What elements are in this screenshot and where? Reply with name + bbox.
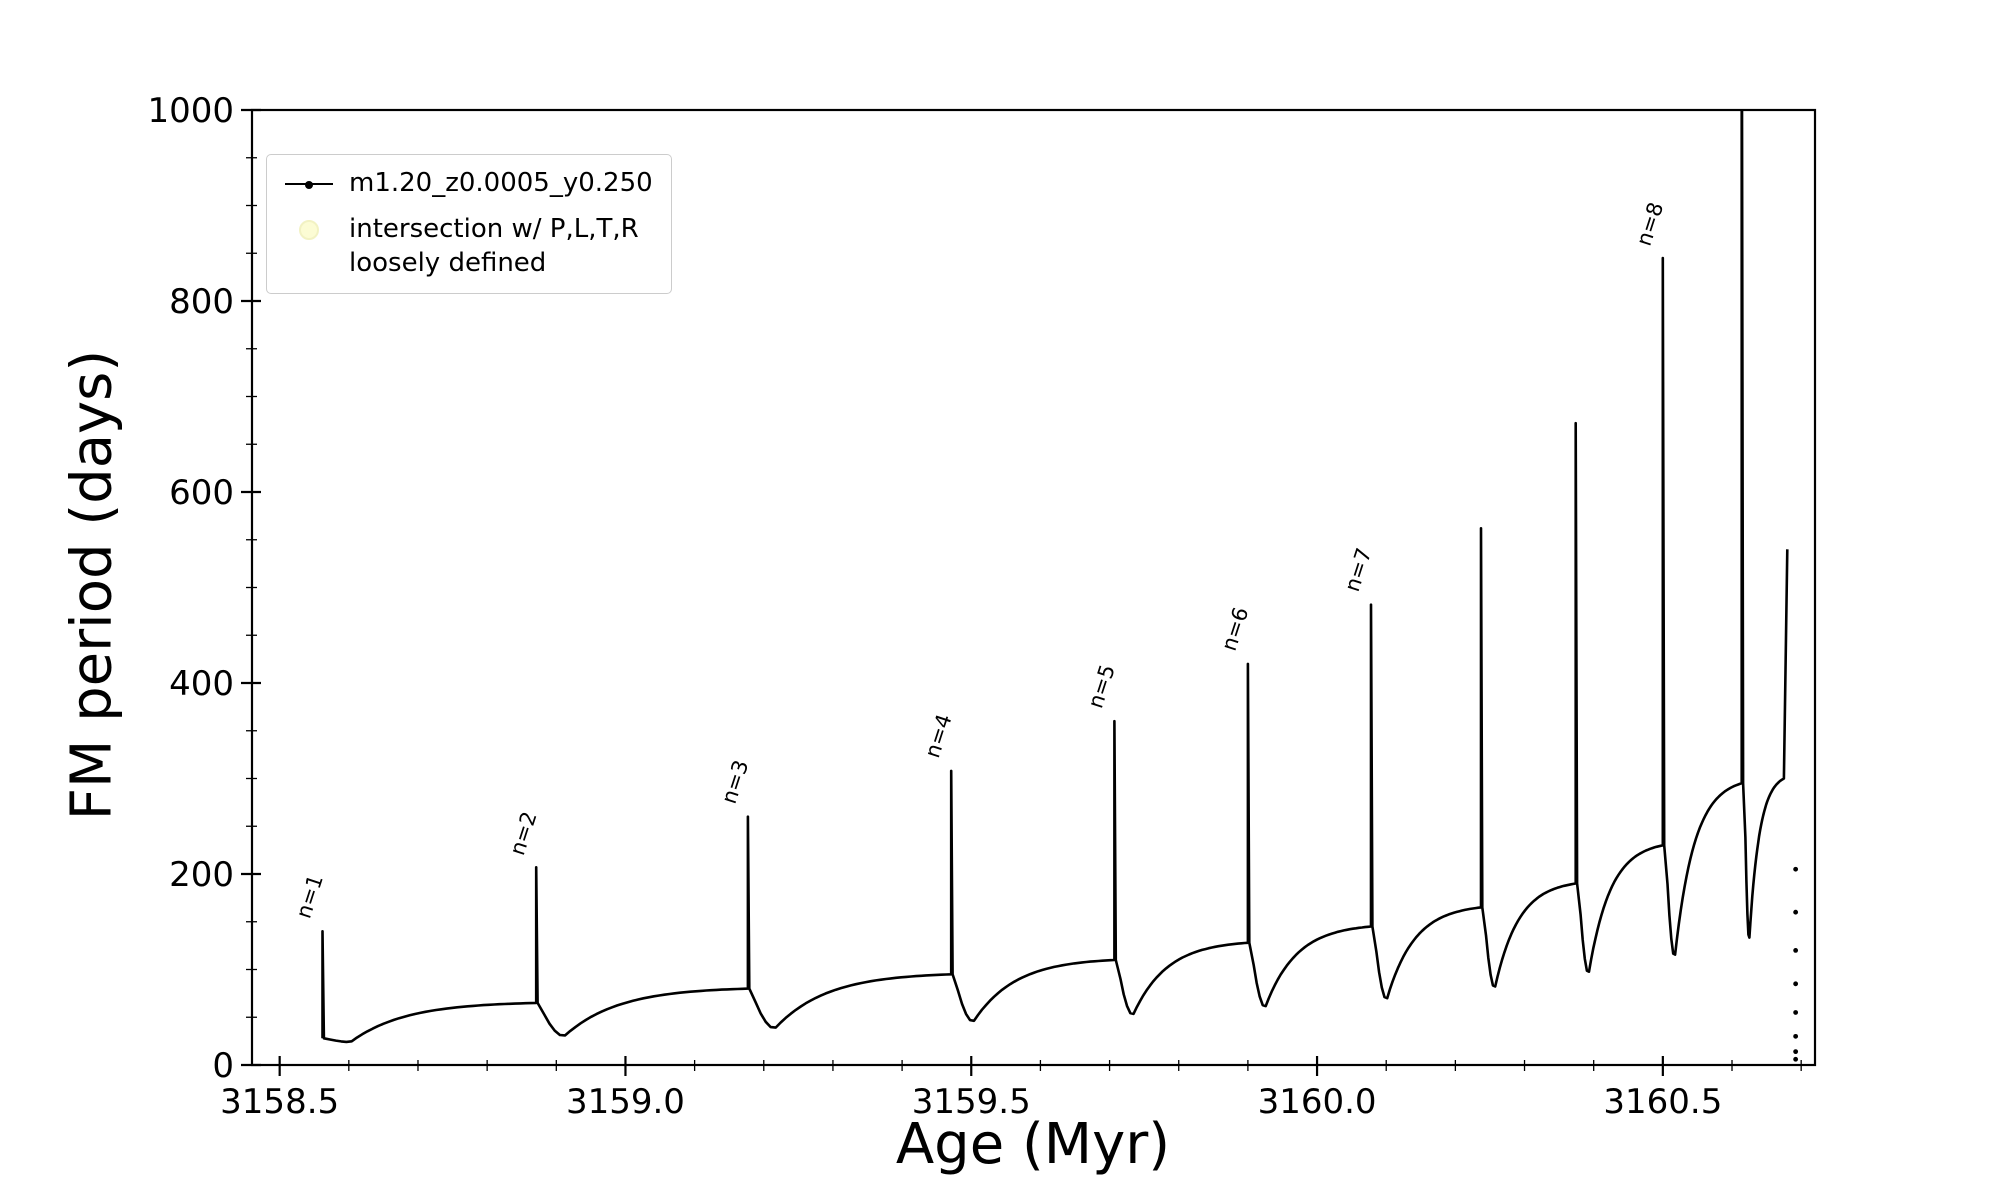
spike-label: n=7 [1340, 545, 1377, 595]
legend-intersection-line1: intersection w/ P,L,T,R [349, 214, 639, 244]
legend-intersection-line2: loosely defined [349, 247, 547, 278]
x-tick-label: 3160.0 [1258, 1082, 1377, 1122]
y-axis-label: FM period (days) [59, 349, 125, 821]
y-tick-label: 400 [169, 664, 234, 704]
y-tick-label: 1000 [147, 91, 234, 131]
legend-entry-series: m1.20_z0.0005_y0.250 [285, 167, 653, 201]
tail-dot [1793, 1010, 1799, 1015]
x-tick-label: 3159.0 [566, 1082, 685, 1122]
tail-dot [1793, 866, 1799, 872]
x-tick-label: 3158.5 [220, 1082, 339, 1122]
tail-dot [1793, 981, 1799, 987]
legend-series-label: m1.20_z0.0005_y0.250 [349, 168, 653, 198]
spike-annotations: n=1 n=2 n=3 n=4 n=5 n=6 n=7 n=8 [291, 199, 1668, 921]
x-tick-label: 3159.5 [912, 1082, 1031, 1122]
legend-entry-intersection: intersection w/ P,L,T,R loosely defined [285, 213, 653, 281]
series-group [321, 110, 1799, 1062]
tail-dot [1793, 1033, 1799, 1039]
intersection-circle-marker [299, 220, 319, 240]
y-tick-label: 600 [169, 473, 234, 513]
x-axis-label: Age (Myr) [895, 1112, 1171, 1177]
tail-dot [1793, 1049, 1799, 1055]
y-tick-label: 800 [169, 282, 234, 322]
x-tick-label: 3160.5 [1603, 1082, 1722, 1122]
series-line-marker [285, 183, 333, 185]
spike-label: n=5 [1083, 662, 1120, 712]
series-curve [321, 110, 1789, 1044]
spike-label: n=2 [505, 809, 542, 859]
spike-label: n=4 [920, 711, 957, 761]
spike-label: n=3 [717, 757, 754, 807]
spike-label: n=1 [291, 872, 328, 922]
tail-dot [1793, 1056, 1799, 1062]
spike-label: n=6 [1217, 604, 1254, 654]
axis-ticks: 3158.5 3159.0 3159.5 3160.0 3160.5 0 200 400 600… [147, 91, 1802, 1122]
plot-border [250, 108, 1817, 1067]
spike-label: n=8 [1632, 199, 1669, 249]
tail-dot [1793, 909, 1799, 915]
tail-dot [1793, 948, 1799, 953]
y-tick-label: 200 [169, 855, 234, 895]
legend: m1.20_z0.0005_y0.250 intersection w/ P,L… [266, 154, 672, 294]
y-tick-label: 0 [212, 1046, 234, 1086]
